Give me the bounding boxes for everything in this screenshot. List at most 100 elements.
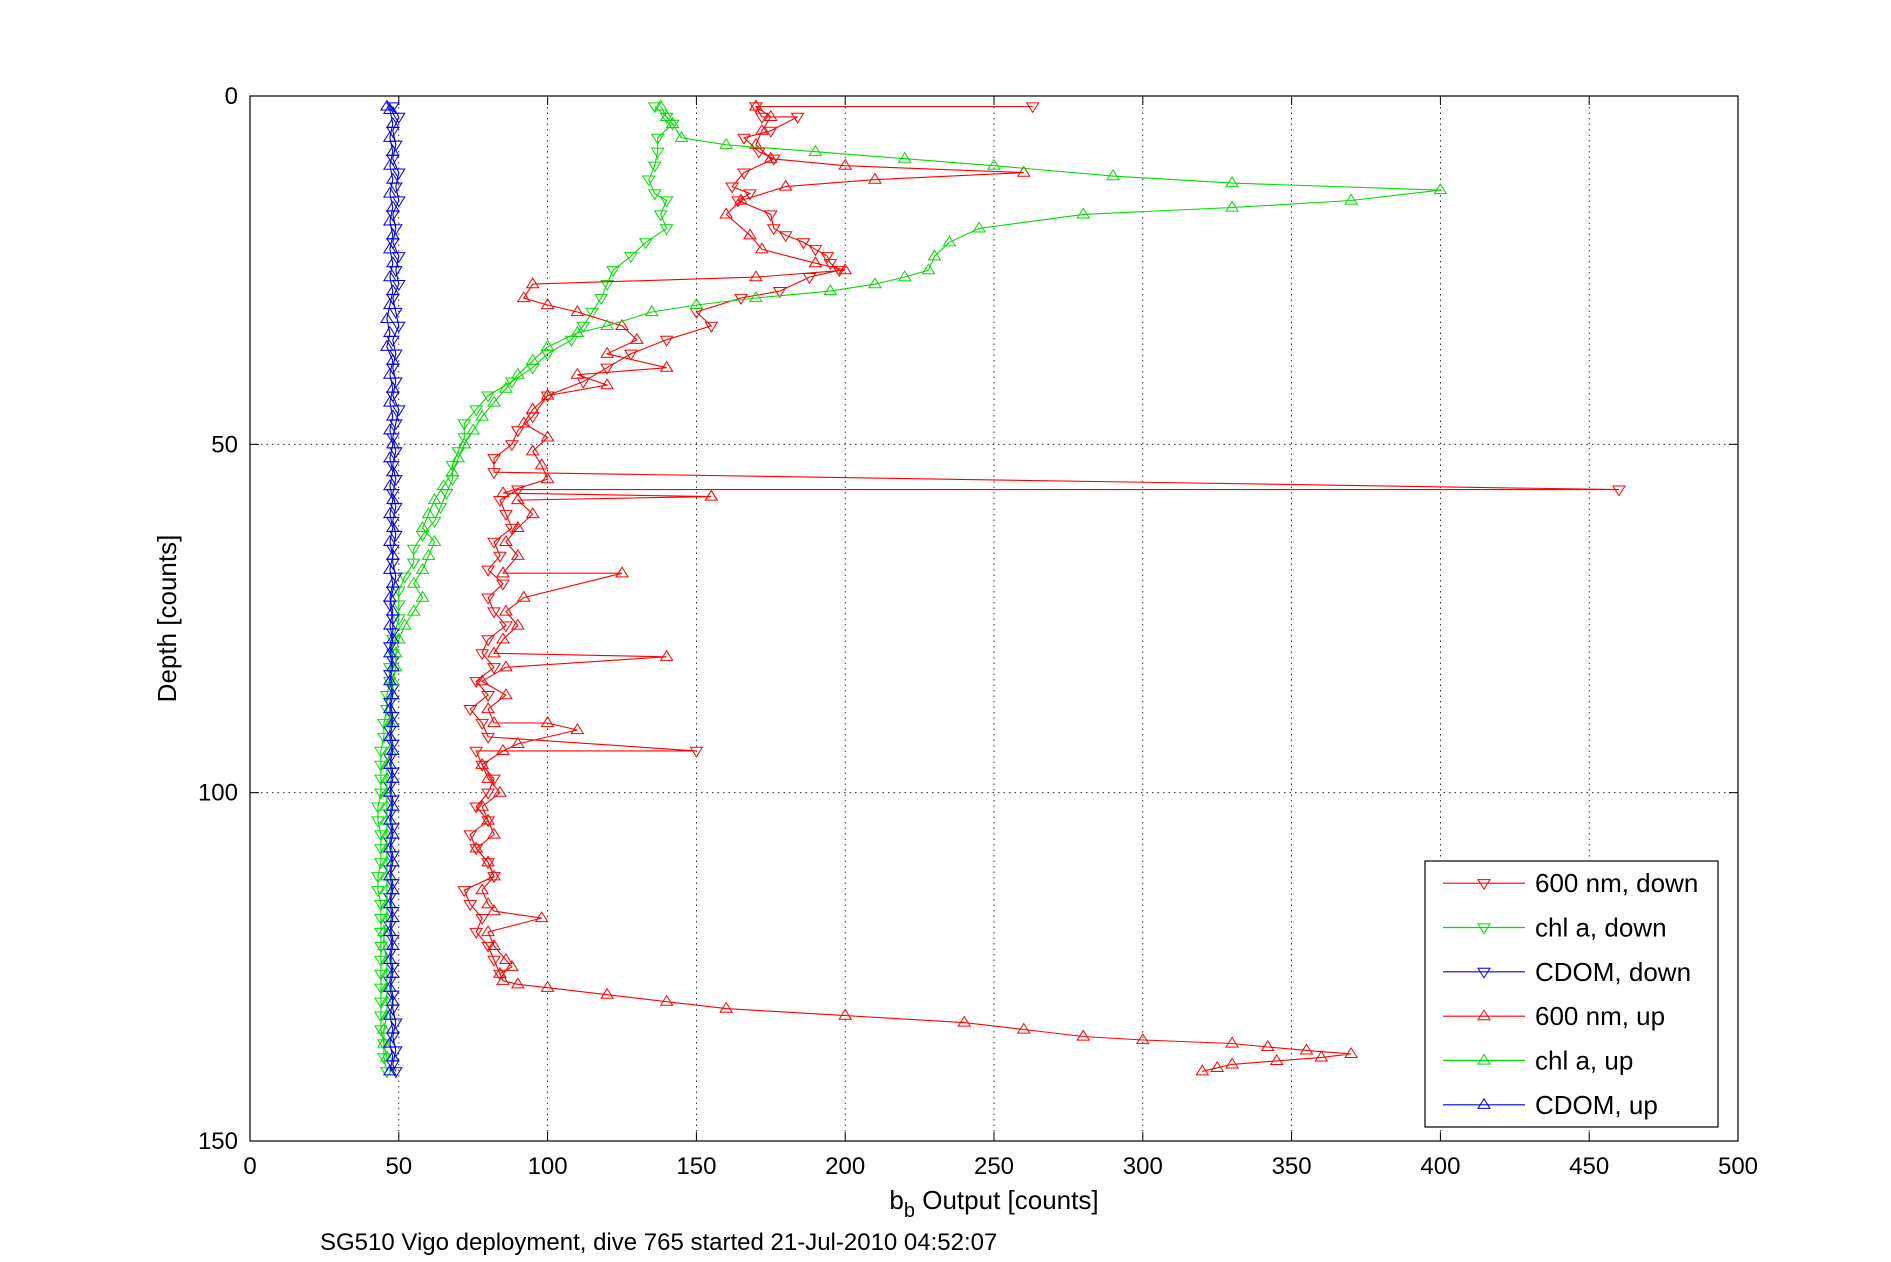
data-point [379,311,394,324]
legend-item-cdom-down: CDOM, down [1443,957,1691,987]
data-point [510,618,525,630]
data-point [516,590,531,602]
data-point [719,1001,734,1013]
data-point [382,451,397,463]
data-point [570,723,585,735]
data-point [659,224,674,236]
data-point [385,172,400,184]
data-point [650,147,665,159]
data-point [379,99,394,111]
data-point [385,493,400,505]
data-point [382,1036,397,1048]
data-point [499,621,513,633]
data-point [374,844,388,856]
data-point [719,137,734,149]
y-tick-label: 150 [198,1128,238,1155]
data-point [382,590,397,602]
data-point [1195,1064,1210,1076]
data-point [585,307,600,319]
data-point [1025,102,1040,114]
data-point [737,133,751,145]
x-tick-label: 500 [1718,1153,1758,1180]
data-point [1260,1040,1275,1052]
data-point [391,405,406,417]
data-point [374,788,388,800]
x-tick-label: 300 [1123,1153,1163,1180]
x-axis-label: bb Output [counts] [889,1185,1098,1222]
data-point [838,263,853,275]
data-point [600,318,615,330]
data-point [1016,1022,1031,1034]
data-point [802,273,817,285]
data-point [487,454,501,466]
data-point [382,479,397,491]
data-point [772,286,787,299]
data-point [487,904,501,916]
data-point [487,716,501,728]
data-point [1106,169,1120,181]
data-point [481,732,495,744]
data-point [385,688,400,700]
data-point [689,746,704,758]
data-point [570,305,585,317]
data-point [638,238,653,250]
data-point [650,133,665,145]
data-point [659,109,674,121]
data-point [763,126,778,138]
data-point [475,718,490,730]
data-point [385,228,400,240]
legend-box [1424,860,1719,1128]
data-point [382,841,397,853]
data-point [382,270,397,282]
data-point [382,952,397,964]
data-point [385,381,400,393]
data-point [385,200,400,212]
data-point [382,186,397,198]
data-point [385,743,400,755]
data-point [371,816,385,828]
data-point [525,402,540,414]
data-point [481,391,495,403]
data-point [385,632,400,644]
series-line-600-nm-down [463,105,1620,975]
data-point [659,649,674,661]
data-point [487,869,501,881]
data-point [385,409,400,421]
data-point [1299,1043,1314,1055]
data-point [475,674,490,686]
data-point [516,416,531,428]
data-point [1314,1050,1329,1062]
data-point [385,660,400,672]
data-point [510,977,525,989]
data-point [510,485,525,497]
data-point [487,646,501,658]
data-point [629,332,644,344]
data-point [374,997,388,1009]
data-point [382,423,397,435]
data-point [406,558,421,570]
x-tick-label: 250 [974,1153,1014,1180]
data-point [469,841,484,853]
data-point [516,291,531,303]
data-point [499,509,513,521]
y-tick-label: 0 [225,83,238,110]
data-point [659,112,674,124]
data-point [487,872,501,884]
data-point [382,897,397,909]
data-point [653,210,668,222]
data-point [385,144,400,156]
data-point [525,444,540,456]
data-point [796,238,811,250]
data-point [600,346,615,358]
legend-label: chl a, down [1535,913,1667,943]
data-point [481,691,495,703]
data-point [659,335,674,347]
data-point [659,196,674,208]
data-point [1225,200,1239,212]
data-point [481,855,495,867]
data-point [377,938,391,951]
data-point [487,537,501,549]
data-point [1225,176,1239,188]
data-point [382,813,397,825]
data-point [1225,1057,1239,1069]
